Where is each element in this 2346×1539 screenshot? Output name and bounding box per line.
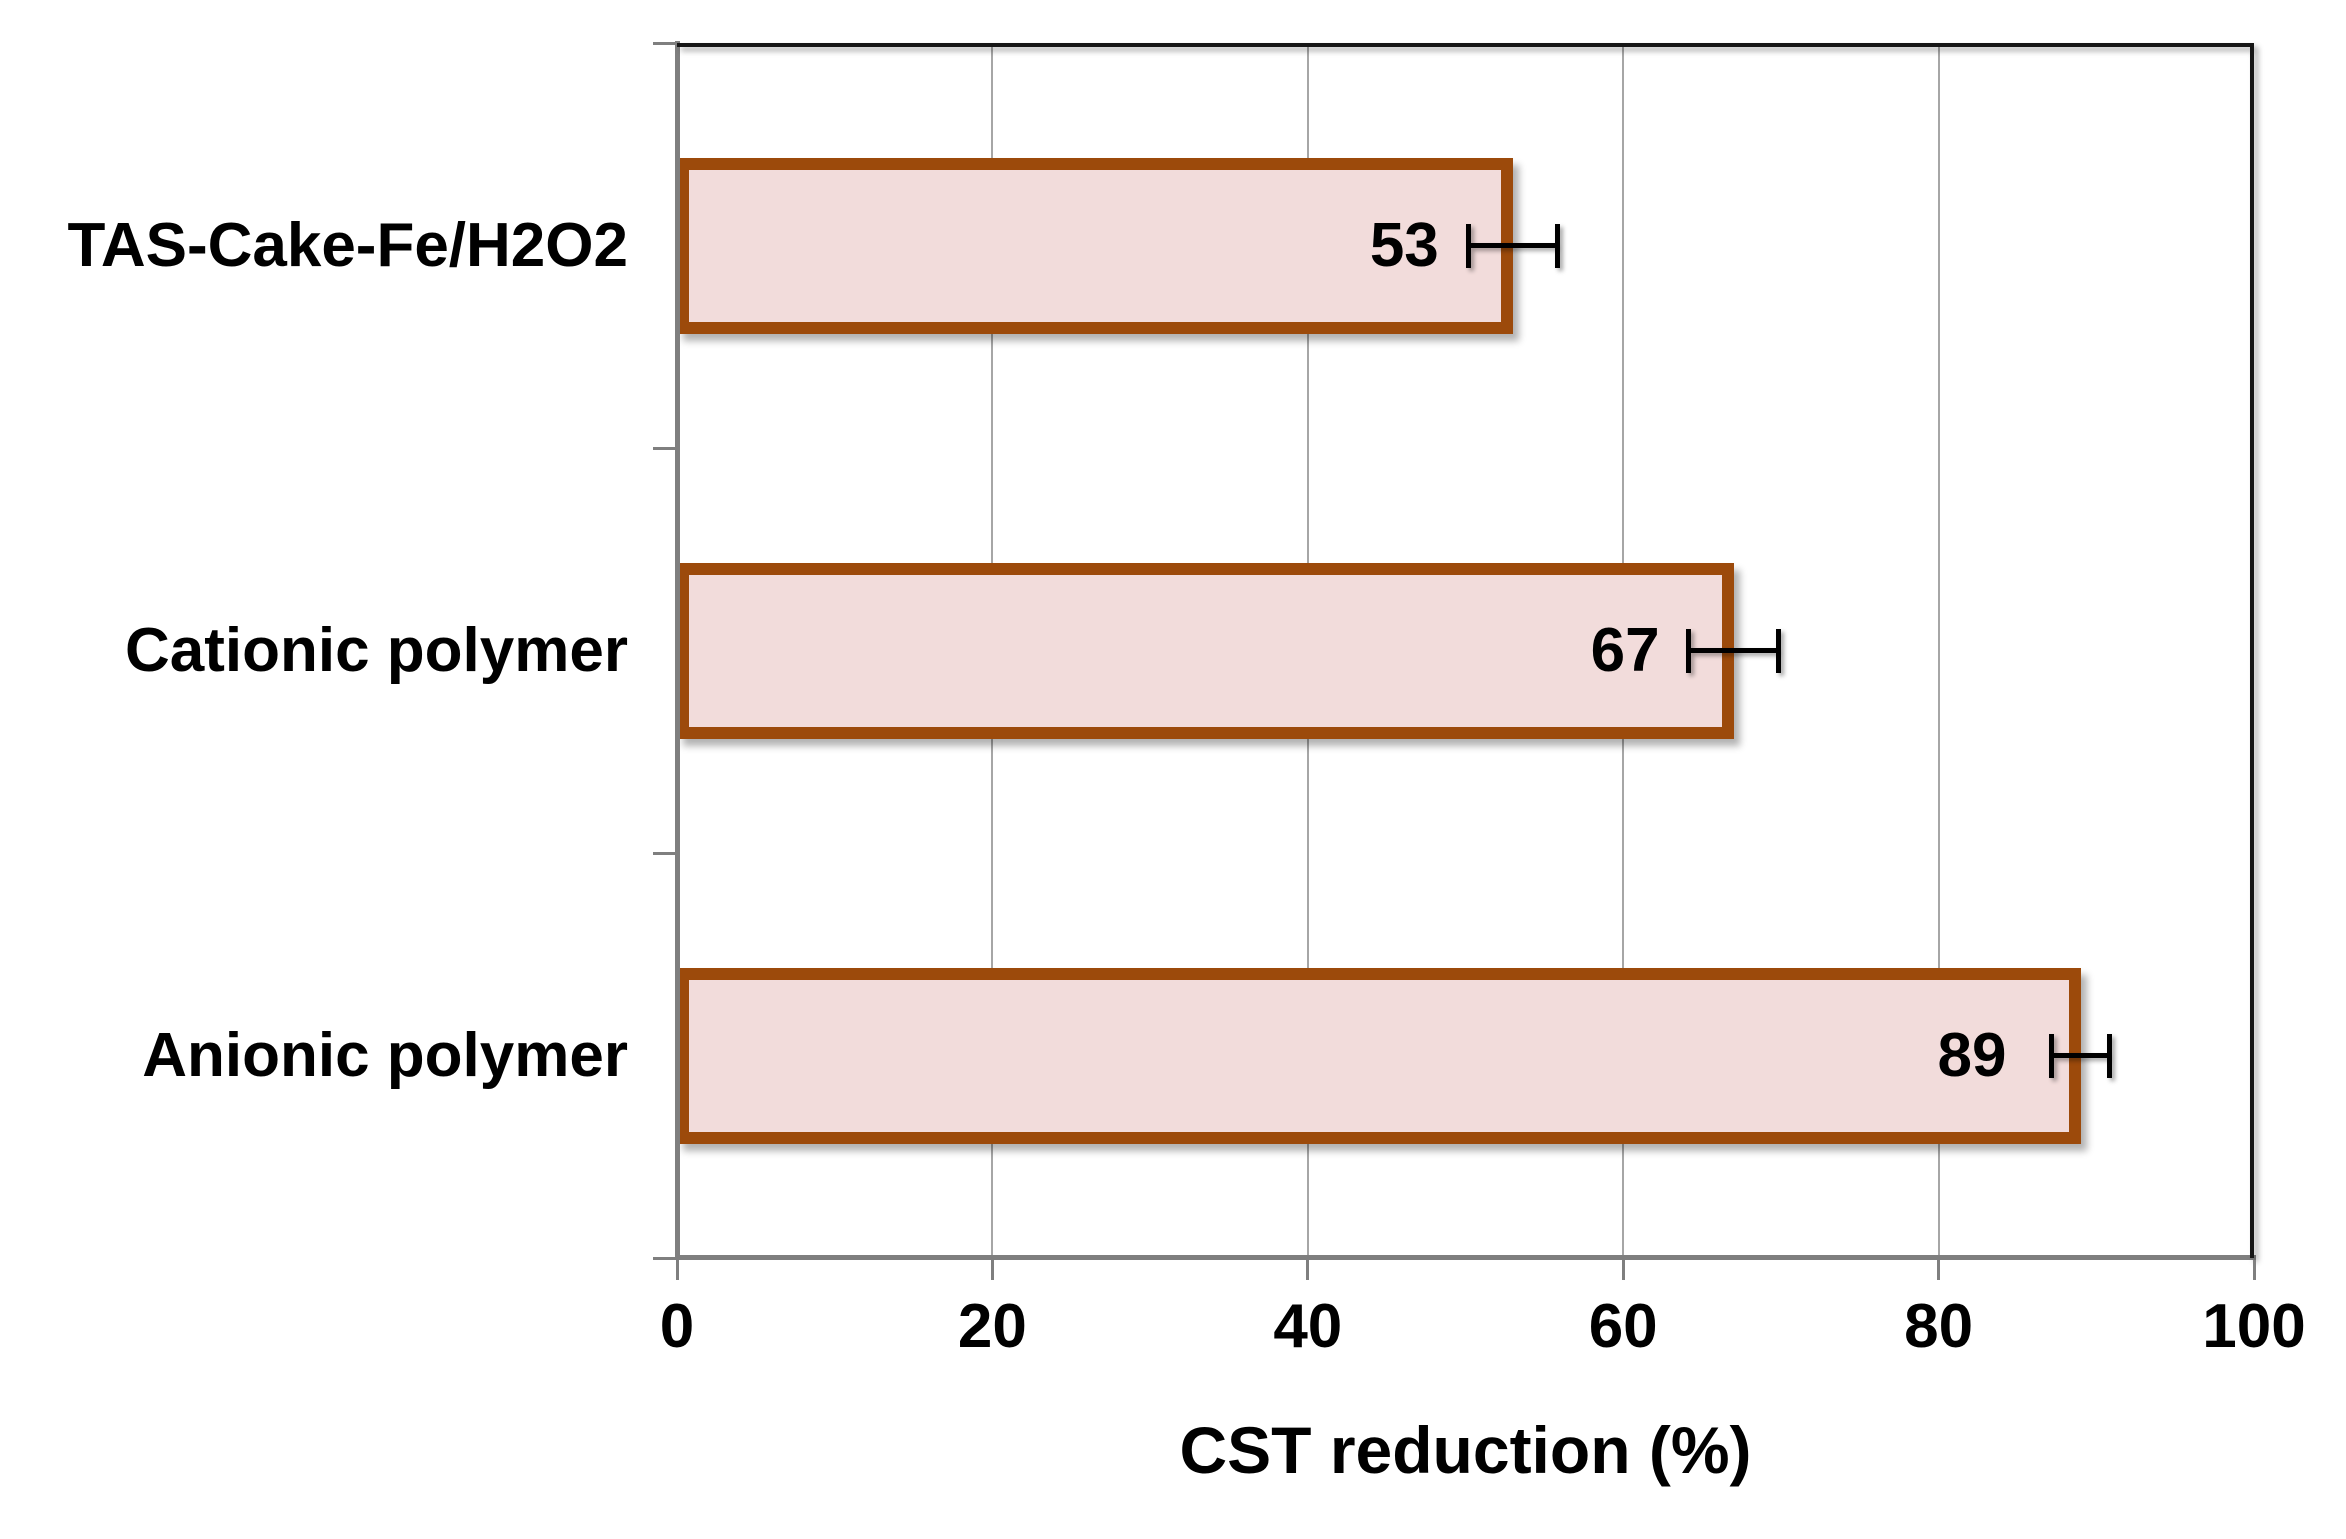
bar-value-label: 53 [1369,210,1439,280]
x-axis-line [675,1255,2256,1260]
bar-value-label: 67 [1590,615,1660,685]
bar: 53 [677,157,1513,334]
x-tick-mark [1306,1260,1310,1280]
y-tick-mark [653,1256,675,1260]
x-tick-label: 20 [957,1292,1027,1361]
x-tick-label: 0 [659,1292,695,1361]
x-tick-label: 40 [1273,1292,1343,1361]
x-tick-mark [2252,1260,2256,1280]
bar-value-label: 89 [1937,1020,2007,1090]
error-bar [1465,223,1561,268]
bar: 67 [677,562,1734,739]
error-bar [1686,628,1781,673]
bar: 89 [677,967,2081,1144]
x-tick-mark [990,1260,994,1280]
category-label: Anionic polymer [142,1021,628,1090]
error-bar [2048,1033,2113,1078]
x-tick-label: 100 [2202,1292,2306,1361]
gridline [1937,43,1940,1258]
x-tick-label: 60 [1588,1292,1658,1361]
x-tick-mark [1937,1260,1941,1280]
category-label: Cationic polymer [125,616,628,685]
y-axis-line [675,41,680,1260]
y-tick-mark [653,41,675,45]
x-tick-mark [1621,1260,1625,1280]
x-tick-label: 80 [1904,1292,1974,1361]
x-tick-mark [675,1260,679,1280]
category-label: TAS-Cake-Fe/H2O2 [67,211,628,280]
y-tick-mark [653,851,675,855]
x-axis-title: CST reduction (%) [1179,1413,1752,1487]
plot-area: 53 67 89 [653,41,2256,1280]
y-tick-mark [653,446,675,450]
